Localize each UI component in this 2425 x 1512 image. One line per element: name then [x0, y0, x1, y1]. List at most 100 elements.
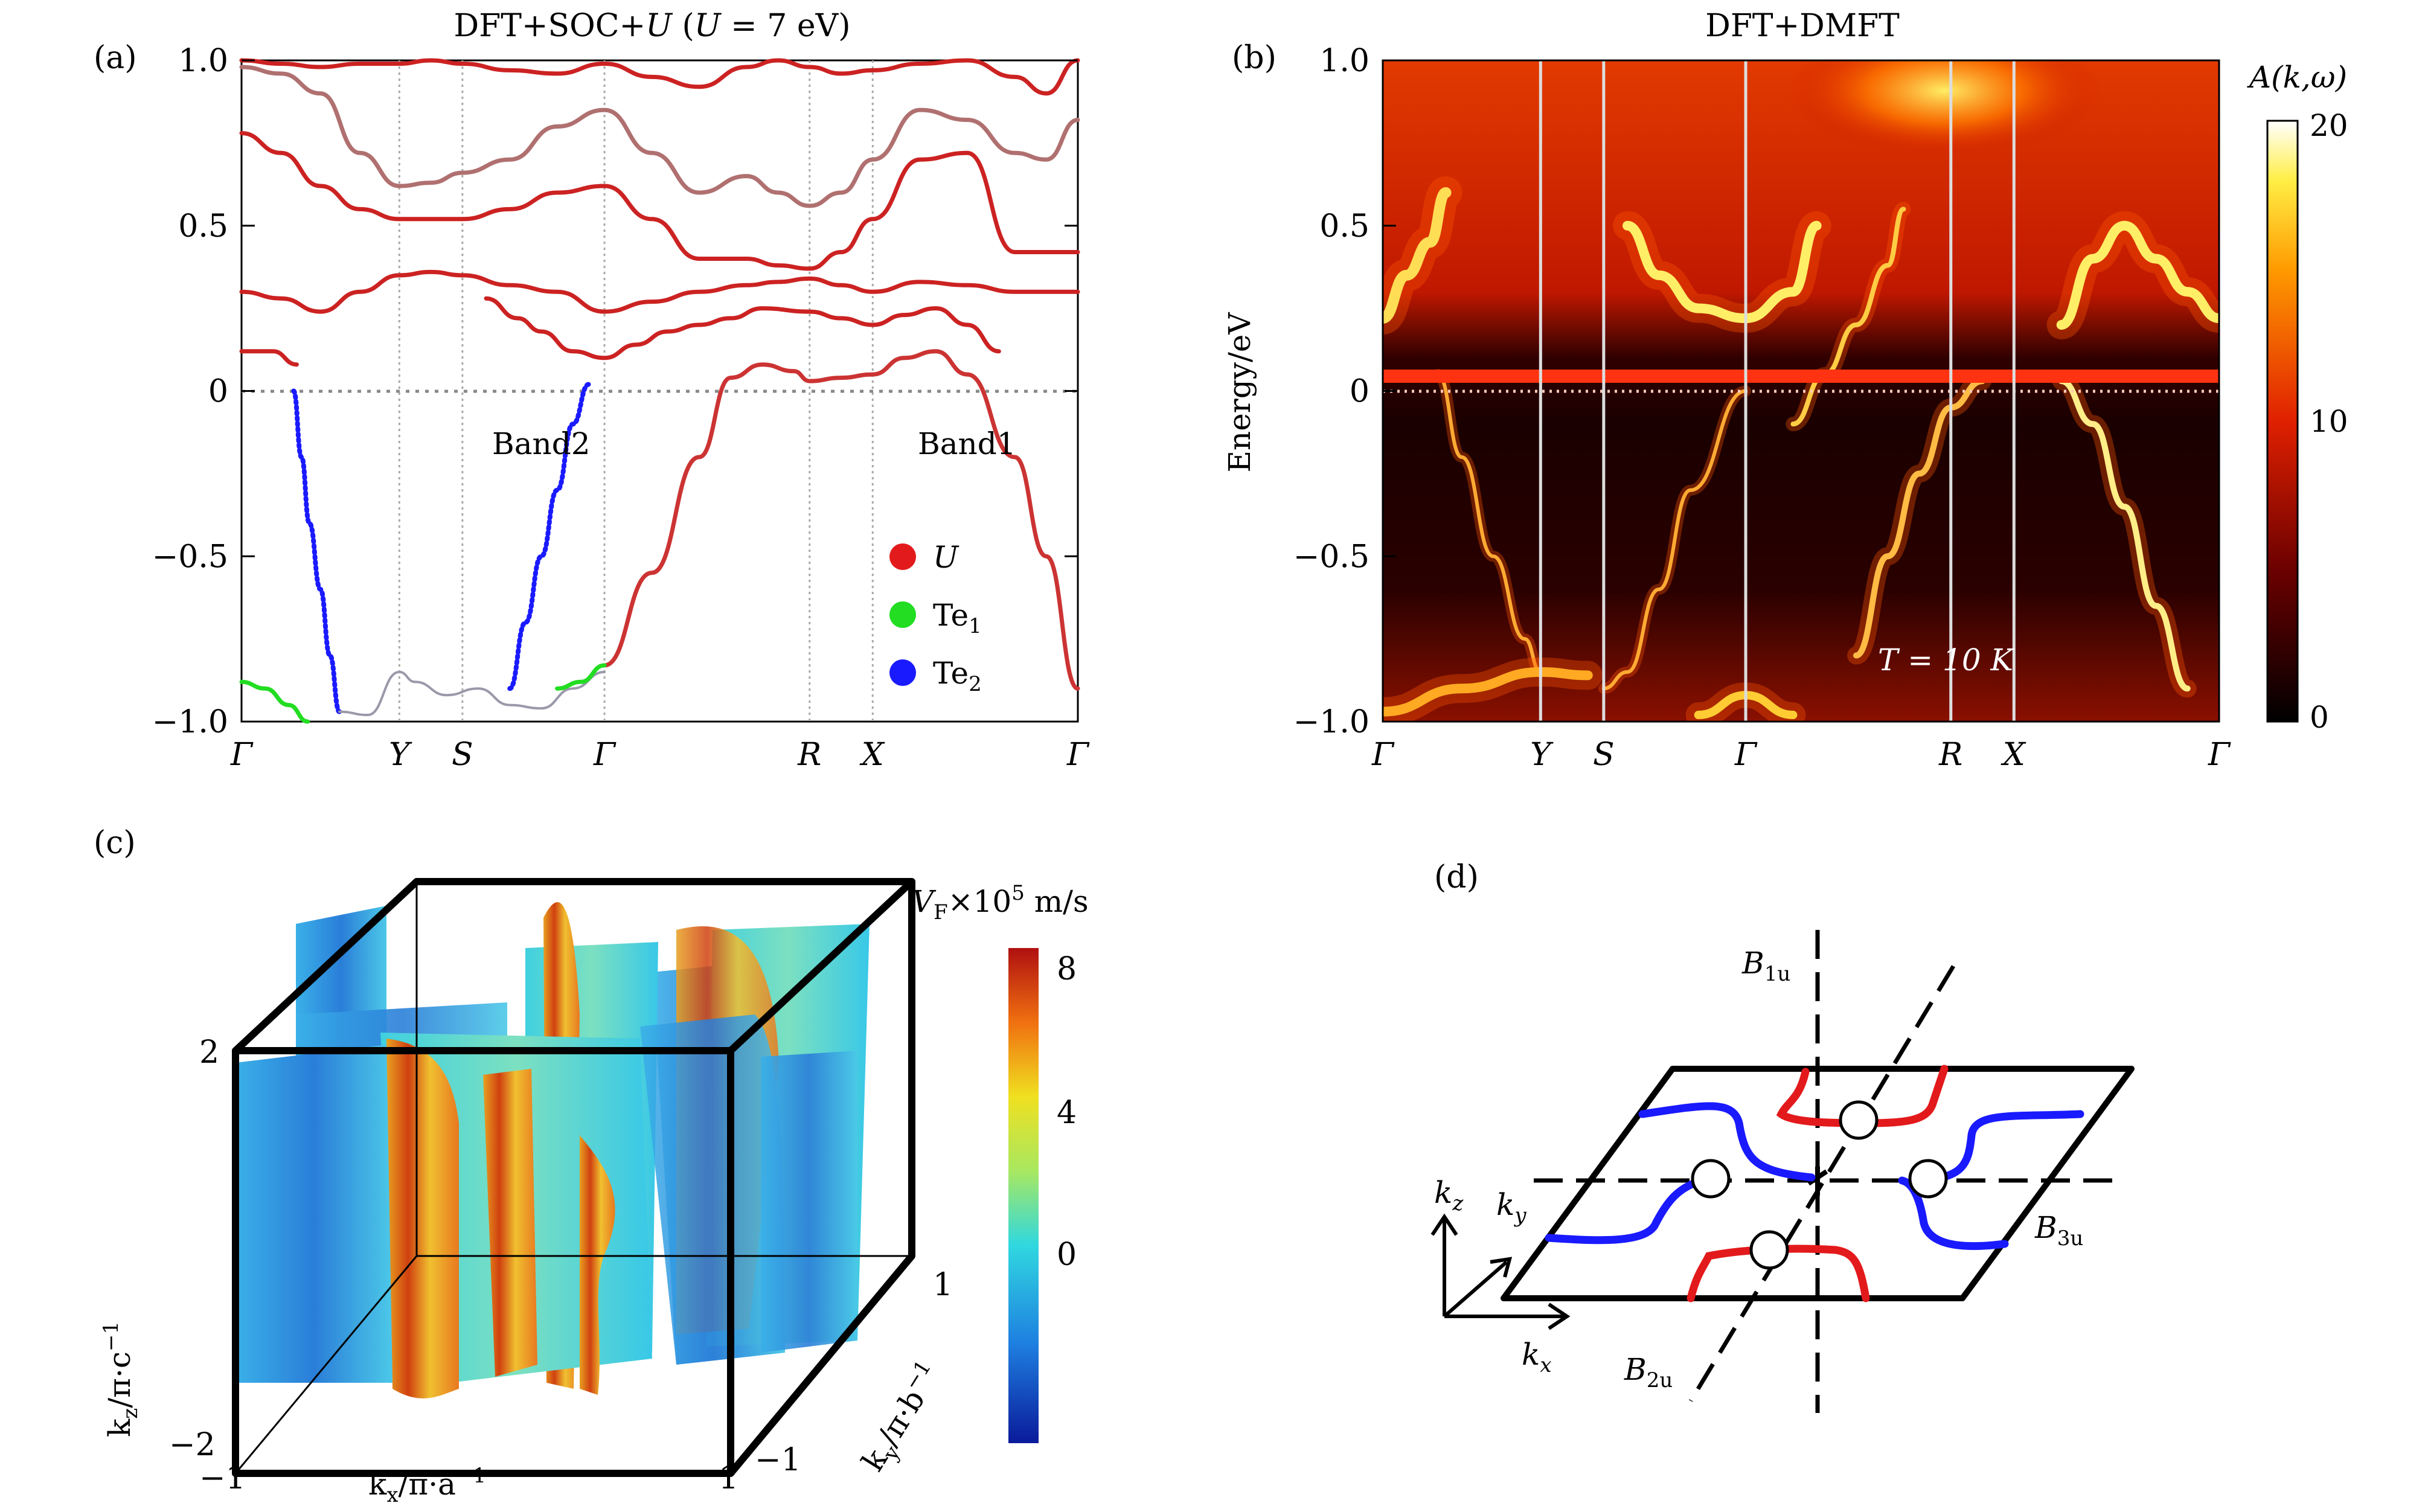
- colorbar-b-tick-0: 0: [2310, 700, 2329, 735]
- spectral-branch: [1436, 373, 1543, 674]
- axis-kx-label: kx: [1522, 1337, 1552, 1377]
- spectral-branch: [1383, 667, 1593, 717]
- tick-kz-top: 2: [199, 1034, 219, 1071]
- band1-label: Band1: [918, 426, 1016, 461]
- tick-ky-near: −1: [755, 1442, 801, 1478]
- panel-a-kpoint-label: Γ: [230, 737, 254, 773]
- band-band-3: [239, 130, 1080, 271]
- colorbar-c-tick-8: 8: [1057, 951, 1077, 987]
- colorbar-b-label: A(k,ω): [2247, 60, 2347, 95]
- dirac-point-right: [1908, 1159, 1948, 1199]
- panel-b-dmft-spectral: (b) DFT+DMFT Energy/eV 1.0 0.5 0 −0.5 −1.0 Γ…: [1222, 8, 2348, 773]
- panel-c-fermi-surface: (c) 2 −2 −1 1 −1 1 kz/π·c−1 kx/π·a−1 ky/…: [94, 825, 1089, 1507]
- colorbar-c-title: VF×105 m/s: [912, 881, 1089, 924]
- flat-band: [1383, 370, 2219, 383]
- bounding-box: [232, 878, 915, 1477]
- tick-kx-right: 1: [719, 1460, 738, 1496]
- panel-a-kpoint-label: Γ: [593, 737, 617, 773]
- panel-a-ytick-label: 1.0: [178, 43, 228, 79]
- panel-d-symmetry-diagram: (d) B1u B2u B3u kz ky kx: [1430, 859, 2135, 1413]
- panel-c-label: (c): [94, 825, 136, 861]
- panel-b-kpoint-label: Y: [1530, 737, 1554, 773]
- ky-axis-label: ky/π·b−1: [853, 1356, 953, 1480]
- legend-u-marker: [889, 543, 916, 570]
- panel-a-label: (a): [94, 40, 137, 76]
- axis-kz-label: kz: [1434, 1175, 1464, 1216]
- panel-a-ytick-label: 0.5: [178, 208, 228, 245]
- spectral-branch: [1383, 187, 1452, 324]
- band-band-Te1-left: [239, 679, 310, 724]
- axis-ky-label: ky: [1496, 1187, 1526, 1228]
- panel-a-ytick-label: −1.0: [152, 704, 228, 740]
- panel-b-ylabel: Energy/eV: [1222, 312, 1257, 473]
- panel-a-kpoint-label: Γ: [1066, 737, 1090, 773]
- band-band-2: [239, 65, 1080, 208]
- tick-kx-left: −1: [199, 1460, 246, 1496]
- legend-te1-label: Te1: [933, 598, 982, 638]
- panel-a-legend: U Te1 Te2: [889, 540, 982, 696]
- tick-kz-bottom: −2: [169, 1427, 216, 1463]
- band-band-Te2-left: [291, 388, 342, 714]
- legend-te2-marker: [889, 659, 916, 686]
- panel-a-kpoint-label: R: [797, 737, 821, 773]
- panel-b-label: (b): [1232, 40, 1277, 76]
- bz-plane: [1501, 1066, 2135, 1301]
- panel-b-kpoint-label: Γ: [2208, 737, 2231, 773]
- legend-te1-marker: [889, 601, 916, 628]
- band-band-Te2-right: [507, 382, 591, 691]
- panel-b-ytick-label: 0.5: [1319, 208, 1369, 245]
- panel-b-colorbar: A(k,ω) 20 10 0: [2247, 60, 2348, 735]
- panel-a-plot-area: 1.0 0.5 0 −0.5 −1.0 Γ Y S Γ R X Γ: [152, 43, 1090, 773]
- band-band-6-center: [484, 296, 1001, 360]
- dirac-points: [1691, 1100, 1948, 1270]
- legend-u-label: U: [933, 540, 959, 575]
- b2u-label: B2u: [1624, 1352, 1673, 1392]
- spectral-branch: [1601, 389, 1748, 691]
- colorbar-b-tick-20: 20: [2310, 108, 2348, 143]
- panel-a-band-structure: (a) DFT+SOC+U (U = 7 eV) 1.0 0.5 0 −0.5 −1.0…: [94, 8, 1090, 773]
- band-band-bottom-gray: [338, 670, 606, 717]
- kx-axis-label: kx/π·a−1: [368, 1464, 486, 1507]
- panel-d-label: (d): [1434, 859, 1479, 895]
- panel-b-kpoint-label: S: [1593, 737, 1615, 773]
- fermi-surface-3d: [235, 902, 870, 1398]
- panel-a-kpoint-label: Y: [389, 737, 412, 773]
- panel-b-kpoint-label: Γ: [1371, 737, 1395, 773]
- band-band-Te1-right: [555, 663, 607, 691]
- colorbar-b-tick-10: 10: [2310, 404, 2348, 439]
- temperature-label: T = 10 K: [1878, 642, 2015, 678]
- panel-a-kpoint-label: S: [452, 737, 473, 773]
- dirac-point-bottom: [1749, 1230, 1789, 1270]
- axes-triad: [1430, 1213, 1571, 1330]
- spectral-branch: [1623, 220, 1822, 324]
- spectral-branch: [1853, 378, 1986, 659]
- panel-a-kpoint-label: X: [859, 737, 885, 773]
- dirac-point-left: [1691, 1159, 1731, 1199]
- spectral-branch: [1790, 207, 1906, 427]
- band2-label: Band2: [492, 426, 591, 461]
- panel-b-ytick-label: −1.0: [1293, 704, 1369, 740]
- panel-a-ytick-label: −0.5: [152, 539, 228, 575]
- panel-b-title: DFT+DMFT: [1705, 8, 1900, 44]
- kz-axis-label: kz/π·c−1: [99, 1321, 143, 1437]
- fermi-contours: [1545, 1065, 2084, 1302]
- panel-b-ytick-label: −0.5: [1293, 539, 1369, 575]
- panel-b-heatmap: [1383, 60, 2219, 722]
- mirror-lines: [1534, 930, 2125, 1413]
- spectral-branch: [2058, 378, 2191, 692]
- b3u-label: B3u: [2034, 1210, 2083, 1251]
- band-band-7-dispersive: [602, 349, 1080, 691]
- panel-b-ytick-label: 1.0: [1319, 43, 1369, 79]
- center-star: [1807, 1167, 1828, 1196]
- band-band-4: [239, 269, 1080, 314]
- band-band-top: [239, 58, 1080, 96]
- b1u-label: B1u: [1741, 946, 1790, 986]
- colorbar-c-tick-0: 0: [1057, 1237, 1077, 1273]
- panel-b-kpoint-label: X: [2001, 737, 2026, 773]
- tick-ky-far: 1: [933, 1267, 953, 1303]
- dirac-point-top: [1839, 1100, 1879, 1140]
- band-band-5: [239, 349, 299, 367]
- spectral-branch: [2056, 220, 2219, 330]
- panel-b-kpoint-label: Γ: [1734, 737, 1758, 773]
- panel-a-title: DFT+SOC+U (U = 7 eV): [454, 8, 851, 44]
